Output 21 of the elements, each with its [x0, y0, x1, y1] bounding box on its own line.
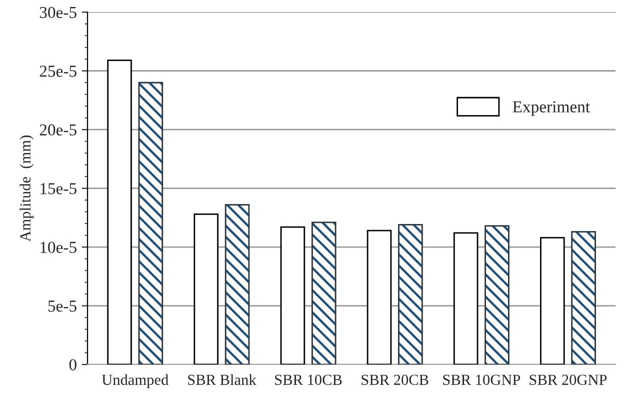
- y-tick-label: 20e-5: [40, 124, 76, 136]
- bar: [453, 232, 478, 364]
- y-tick-label: 5e-5: [48, 300, 76, 312]
- bar: [107, 60, 132, 364]
- x-tick-label: SBR 10CB: [275, 374, 342, 385]
- x-tick-label: SBR 10GNP: [443, 374, 520, 385]
- y-tick-label: 25e-5: [40, 66, 76, 77]
- x-tick-label: SBR 20GNP: [530, 374, 607, 385]
- bar: [280, 226, 306, 364]
- y-tick-label: 30e-5: [40, 6, 76, 18]
- x-tick-label: SBR Blank: [188, 374, 256, 385]
- y-axis-title: Amplitude (mm): [20, 136, 34, 242]
- x-tick-label: SBR 20CB: [362, 374, 428, 385]
- x-tick-label: Undamped: [102, 374, 168, 388]
- bar: [540, 236, 565, 364]
- bar: [366, 230, 392, 364]
- legend-label: Experiment: [512, 101, 590, 116]
- y-tick-label: 10e-5: [40, 242, 76, 253]
- bar: [194, 213, 218, 364]
- y-tick-label: 0: [69, 359, 76, 370]
- y-tick-label: 15e-5: [40, 183, 76, 194]
